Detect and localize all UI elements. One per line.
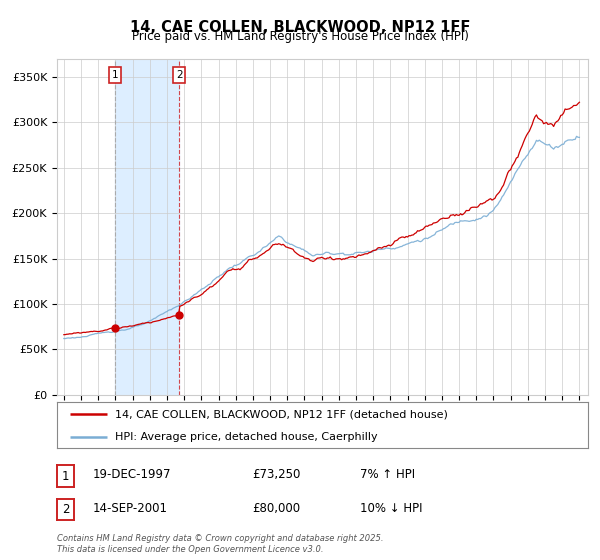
Text: 10% ↓ HPI: 10% ↓ HPI [360, 502, 422, 515]
Text: £80,000: £80,000 [252, 502, 300, 515]
Text: 2: 2 [62, 503, 69, 516]
Text: 14, CAE COLLEN, BLACKWOOD, NP12 1FF: 14, CAE COLLEN, BLACKWOOD, NP12 1FF [130, 20, 470, 35]
Text: HPI: Average price, detached house, Caerphilly: HPI: Average price, detached house, Caer… [115, 432, 378, 441]
Text: 1: 1 [62, 469, 69, 483]
Text: 1: 1 [112, 70, 118, 80]
Text: 19-DEC-1997: 19-DEC-1997 [93, 468, 172, 482]
Text: Contains HM Land Registry data © Crown copyright and database right 2025.
This d: Contains HM Land Registry data © Crown c… [57, 534, 383, 554]
Text: Price paid vs. HM Land Registry's House Price Index (HPI): Price paid vs. HM Land Registry's House … [131, 30, 469, 43]
Text: 14-SEP-2001: 14-SEP-2001 [93, 502, 168, 515]
Text: 2: 2 [176, 70, 182, 80]
Text: 7% ↑ HPI: 7% ↑ HPI [360, 468, 415, 482]
Text: 14, CAE COLLEN, BLACKWOOD, NP12 1FF (detached house): 14, CAE COLLEN, BLACKWOOD, NP12 1FF (det… [115, 409, 448, 419]
Text: £73,250: £73,250 [252, 468, 301, 482]
Bar [115, 59, 179, 395]
